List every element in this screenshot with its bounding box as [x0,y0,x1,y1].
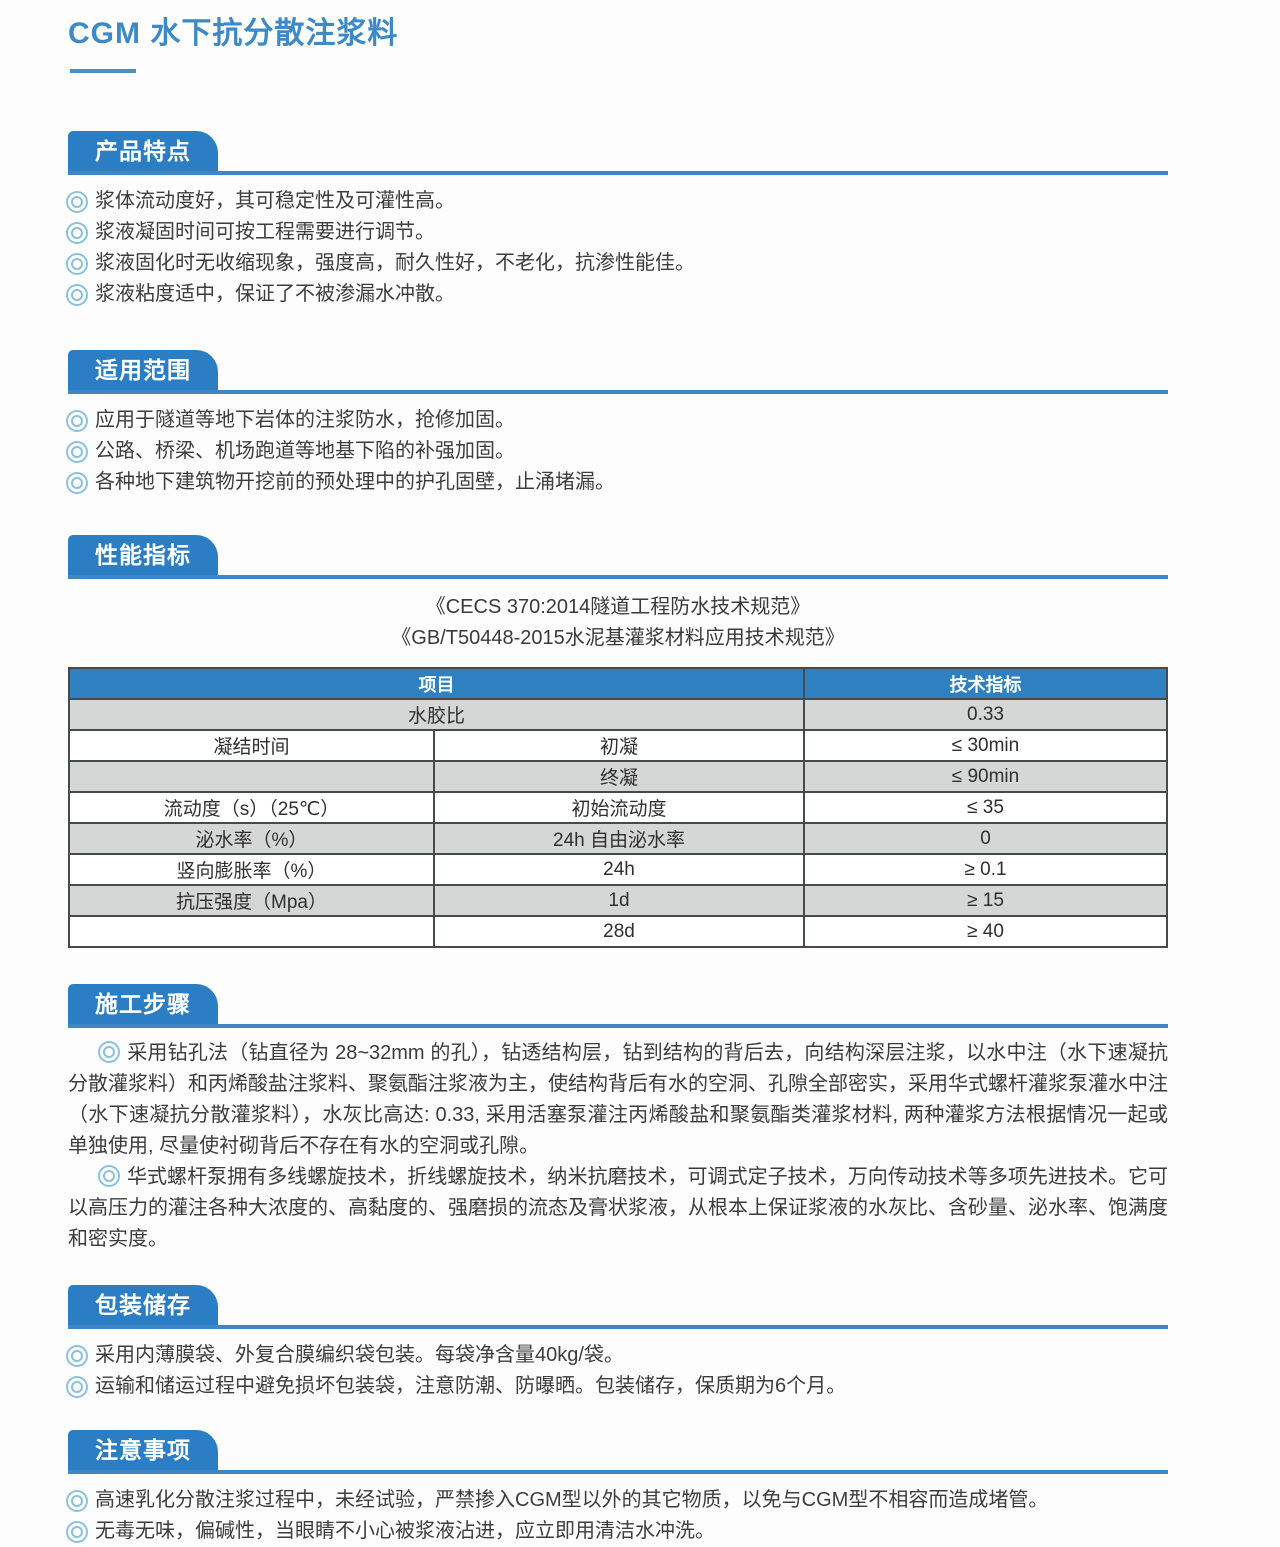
list-item-text: 应用于隧道等地下岩体的注浆防水，抢修加固。 [95,409,515,431]
bullet-icon [71,1350,83,1362]
table-row: 终凝 ≤ 90min [68,760,1168,793]
section-badge-features: 产品特点 [68,131,218,171]
table-cell: 0 [803,822,1168,855]
bullet-icon [71,1495,83,1507]
table-cell: 28d [432,915,806,948]
list-item: 浆液固化时无收缩现象，强度高，耐久性好，不老化，抗渗性能佳。 [68,248,1168,279]
table-row: 抗压强度（Mpa） 1d ≥ 15 [68,884,1168,917]
standard-reference: 《GB/T50448-2015水泥基灌浆材料应用技术规范》 [391,627,845,649]
paragraph: 华式螺杆泵拥有多线螺旋技术，折线螺旋技术，纳米抗磨技术，可调式定子技术，万向传动… [68,1162,1168,1255]
table-cell: 水胶比 [68,698,805,731]
section-header-notes: 注意事项 [68,1430,1168,1474]
table-cell: ≤ 35 [803,791,1168,824]
table-cell: 24h 自由泌水率 [432,822,806,855]
section-badge-packaging: 包装储存 [68,1285,218,1325]
section-header-construction: 施工步骤 [68,984,1168,1028]
list-item: 各种地下建筑物开挖前的预处理中的护孔固壁，止涌堵漏。 [68,467,1168,498]
list-item-text: 高速乳化分散注浆过程中，未经试验，严禁掺入CGM型以外的其它物质，以免与CGM型… [95,1489,1049,1511]
bullet-icon [71,227,83,239]
section-badge-notes: 注意事项 [68,1430,218,1470]
list-item: 采用内薄膜袋、外复合膜编织袋包装。每袋净含量40kg/袋。 [68,1340,1168,1371]
list-item: 浆体流动度好，其可稳定性及可灌性高。 [68,186,1168,217]
list-item-text: 运输和储运过程中避免损坏包装袋，注意防潮、防曝晒。包装储存，保质期为6个月。 [95,1375,847,1397]
section-header-packaging: 包装储存 [68,1285,1168,1329]
bullet-icon [71,477,83,489]
list-item-text: 浆液固化时无收缩现象，强度高，耐久性好，不老化，抗渗性能佳。 [95,252,695,274]
table-cell: 竖向膨胀率（%） [68,853,435,886]
list-item-text: 采用内薄膜袋、外复合膜编织袋包装。每袋净含量40kg/袋。 [95,1344,624,1366]
list-item-text: 公路、桥梁、机场跑道等地基下陷的补强加固。 [95,440,515,462]
table-cell: 初始流动度 [432,791,806,824]
bullet-icon [71,1381,83,1393]
bullet-icon [71,258,83,270]
table-cell [68,760,435,793]
document-content: CGM 水下抗分散注浆料 产品特点 浆体流动度好，其可稳定性及可灌性高。 浆液凝… [68,0,1168,1547]
table-cell: 终凝 [432,760,806,793]
table-cell: 流动度（s）（25℃） [68,791,435,824]
table-cell: ≤ 90min [803,760,1168,793]
page-title: CGM 水下抗分散注浆料 [68,17,399,50]
paragraph: 采用钻孔法（钻直径为 28~32mm 的孔），钻透结构层，钻到结构的背后去，向结… [68,1038,1168,1162]
table-cell: ≤ 30min [803,729,1168,762]
section-header-performance: 性能指标 [68,535,1168,579]
table-cell: ≥ 40 [803,915,1168,948]
table-cell: 初凝 [432,729,806,762]
table-header-item: 项目 [68,667,805,700]
list-item-text: 浆液粘度适中，保证了不被渗漏水冲散。 [95,283,455,305]
table-header-row: 项目 技术指标 [68,667,1168,700]
table-cell: 凝结时间 [68,729,435,762]
paragraph-text: 华式螺杆泵拥有多线螺旋技术，折线螺旋技术，纳米抗磨技术，可调式定子技术，万向传动… [68,1166,1168,1250]
performance-table: 项目 技术指标 水胶比 0.33 凝结时间 初凝 ≤ 30min 终凝 ≤ 90… [68,667,1168,948]
table-row: 水胶比 0.33 [68,698,1168,731]
features-list: 浆体流动度好，其可稳定性及可灌性高。 浆液凝固时间可按工程需要进行调节。 浆液固… [68,186,1168,310]
bullet-icon [71,446,83,458]
title-underline [70,69,136,73]
bullet-icon [103,1046,115,1058]
table-row: 凝结时间 初凝 ≤ 30min [68,729,1168,762]
standard-reference: 《CECS 370:2014隧道工程防水技术规范》 [425,596,811,618]
bullet-icon [71,289,83,301]
table-cell [68,915,435,948]
table-cell: ≥ 15 [803,884,1168,917]
table-cell: 1d [432,884,806,917]
list-item: 高速乳化分散注浆过程中，未经试验，严禁掺入CGM型以外的其它物质，以免与CGM型… [68,1485,1168,1516]
scope-list: 应用于隧道等地下岩体的注浆防水，抢修加固。 公路、桥梁、机场跑道等地基下陷的补强… [68,405,1168,498]
table-cell: 泌水率（%） [68,822,435,855]
datasheet-page: { "page": { "title": "CGM 水下抗分散注浆料" }, "… [68,17,1168,1542]
list-item: 浆液粘度适中，保证了不被渗漏水冲散。 [68,279,1168,310]
table-cell: 0.33 [803,698,1168,731]
list-item: 浆液凝固时间可按工程需要进行调节。 [68,217,1168,248]
list-item-text: 浆液凝固时间可按工程需要进行调节。 [95,221,435,243]
bullet-icon [103,1170,115,1182]
table-cell: 24h [432,853,806,886]
construction-paragraphs: 采用钻孔法（钻直径为 28~32mm 的孔），钻透结构层，钻到结构的背后去，向结… [68,1038,1168,1255]
list-item: 公路、桥梁、机场跑道等地基下陷的补强加固。 [68,436,1168,467]
section-badge-scope: 适用范围 [68,350,218,390]
list-item: 无毒无味，偏碱性，当眼睛不小心被浆液沾进，应立即用清洁水冲洗。 [68,1516,1168,1547]
list-item-text: 浆体流动度好，其可稳定性及可灌性高。 [95,190,455,212]
table-cell: 抗压强度（Mpa） [68,884,435,917]
table-row: 28d ≥ 40 [68,915,1168,948]
table-cell: ≥ 0.1 [803,853,1168,886]
table-row: 泌水率（%） 24h 自由泌水率 0 [68,822,1168,855]
standards-references: 《CECS 370:2014隧道工程防水技术规范》 《GB/T50448-201… [68,592,1168,654]
notes-list: 高速乳化分散注浆过程中，未经试验，严禁掺入CGM型以外的其它物质，以免与CGM型… [68,1485,1168,1547]
packaging-list: 采用内薄膜袋、外复合膜编织袋包装。每袋净含量40kg/袋。 运输和储运过程中避免… [68,1340,1168,1402]
section-badge-performance: 性能指标 [68,535,218,575]
bullet-icon [71,1526,83,1538]
list-item-text: 无毒无味，偏碱性，当眼睛不小心被浆液沾进，应立即用清洁水冲洗。 [95,1520,715,1542]
table-header-spec: 技术指标 [803,667,1168,700]
list-item-text: 各种地下建筑物开挖前的预处理中的护孔固壁，止涌堵漏。 [95,471,615,493]
list-item: 运输和储运过程中避免损坏包装袋，注意防潮、防曝晒。包装储存，保质期为6个月。 [68,1371,1168,1402]
table-row: 竖向膨胀率（%） 24h ≥ 0.1 [68,853,1168,886]
paragraph-text: 采用钻孔法（钻直径为 28~32mm 的孔），钻透结构层，钻到结构的背后去，向结… [68,1042,1168,1157]
bullet-icon [71,415,83,427]
table-row: 流动度（s）（25℃） 初始流动度 ≤ 35 [68,791,1168,824]
section-badge-construction: 施工步骤 [68,984,218,1024]
bullet-icon [71,196,83,208]
section-header-features: 产品特点 [68,131,1168,175]
list-item: 应用于隧道等地下岩体的注浆防水，抢修加固。 [68,405,1168,436]
section-header-scope: 适用范围 [68,350,1168,394]
